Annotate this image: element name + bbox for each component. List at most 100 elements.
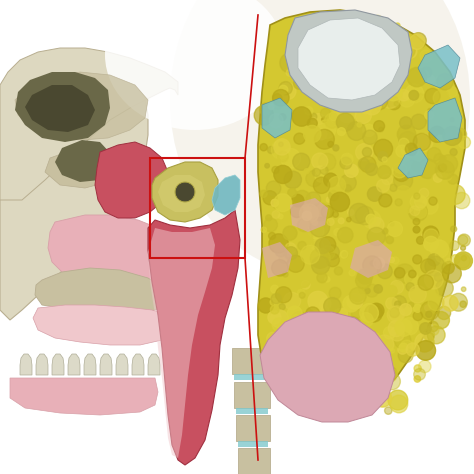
Circle shape: [324, 43, 341, 61]
Circle shape: [388, 390, 408, 410]
Circle shape: [340, 174, 356, 191]
Circle shape: [308, 292, 328, 311]
Circle shape: [313, 45, 323, 54]
Polygon shape: [148, 210, 240, 465]
Circle shape: [279, 304, 285, 310]
Circle shape: [345, 164, 358, 177]
Circle shape: [310, 335, 321, 346]
Circle shape: [331, 71, 345, 84]
Circle shape: [294, 191, 310, 206]
Circle shape: [262, 119, 268, 126]
Polygon shape: [238, 441, 268, 447]
Circle shape: [394, 301, 401, 308]
Polygon shape: [350, 240, 392, 278]
Circle shape: [349, 80, 362, 92]
Circle shape: [279, 82, 292, 95]
Circle shape: [298, 241, 306, 250]
Circle shape: [275, 245, 287, 257]
Circle shape: [310, 44, 321, 55]
Circle shape: [303, 66, 320, 83]
Circle shape: [398, 90, 410, 101]
Circle shape: [319, 237, 336, 253]
Circle shape: [310, 312, 320, 322]
Circle shape: [461, 255, 466, 261]
Circle shape: [345, 364, 356, 374]
Circle shape: [340, 157, 352, 169]
Circle shape: [388, 221, 402, 237]
Circle shape: [391, 30, 405, 45]
Circle shape: [292, 362, 306, 376]
Circle shape: [415, 134, 433, 152]
Circle shape: [274, 165, 292, 183]
Circle shape: [277, 332, 289, 345]
Circle shape: [287, 368, 307, 388]
Polygon shape: [25, 85, 95, 132]
Circle shape: [321, 206, 334, 218]
Circle shape: [293, 153, 310, 170]
Polygon shape: [418, 45, 460, 88]
Circle shape: [395, 319, 412, 337]
Circle shape: [324, 37, 335, 47]
Circle shape: [279, 83, 296, 100]
Circle shape: [389, 369, 397, 378]
Circle shape: [403, 92, 409, 99]
Circle shape: [318, 371, 323, 376]
Circle shape: [260, 190, 267, 197]
Circle shape: [334, 228, 341, 236]
Circle shape: [357, 123, 362, 127]
Circle shape: [327, 219, 334, 226]
Circle shape: [363, 256, 382, 274]
Circle shape: [286, 67, 292, 73]
Circle shape: [343, 295, 359, 312]
Circle shape: [300, 46, 311, 58]
Polygon shape: [15, 72, 148, 140]
Circle shape: [281, 148, 301, 168]
Circle shape: [438, 164, 447, 172]
Circle shape: [394, 267, 405, 278]
Circle shape: [374, 72, 381, 79]
Circle shape: [366, 58, 373, 65]
Circle shape: [284, 247, 298, 260]
Circle shape: [390, 280, 403, 294]
Circle shape: [343, 317, 361, 336]
Circle shape: [390, 184, 397, 191]
Circle shape: [438, 306, 451, 319]
Circle shape: [396, 145, 408, 157]
Polygon shape: [84, 354, 96, 375]
Circle shape: [371, 351, 376, 357]
Polygon shape: [428, 98, 462, 142]
Circle shape: [259, 103, 272, 115]
Circle shape: [352, 355, 361, 364]
Polygon shape: [52, 354, 64, 375]
Circle shape: [346, 217, 351, 222]
Circle shape: [275, 331, 292, 348]
Circle shape: [401, 318, 418, 335]
Circle shape: [294, 354, 312, 372]
Circle shape: [275, 287, 292, 303]
Polygon shape: [236, 408, 268, 414]
Circle shape: [303, 125, 321, 143]
Circle shape: [312, 203, 330, 221]
Circle shape: [363, 124, 375, 137]
Circle shape: [442, 295, 458, 311]
Circle shape: [266, 215, 272, 221]
Circle shape: [374, 121, 384, 132]
Circle shape: [322, 29, 332, 40]
Circle shape: [413, 219, 419, 225]
Circle shape: [446, 258, 451, 264]
Circle shape: [271, 310, 288, 328]
Circle shape: [292, 107, 311, 126]
Circle shape: [279, 252, 291, 264]
Circle shape: [425, 88, 440, 104]
Circle shape: [409, 91, 419, 100]
Circle shape: [322, 356, 329, 364]
Circle shape: [305, 388, 311, 394]
Circle shape: [401, 340, 413, 353]
Circle shape: [279, 344, 298, 363]
Circle shape: [388, 320, 404, 337]
Polygon shape: [95, 142, 168, 218]
Circle shape: [263, 191, 277, 205]
Circle shape: [315, 238, 330, 254]
Circle shape: [332, 34, 351, 52]
Circle shape: [269, 232, 275, 239]
